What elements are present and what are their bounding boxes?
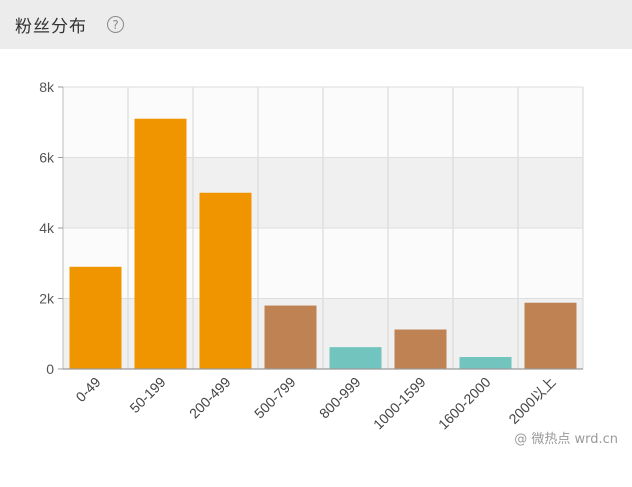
bar-1000-1599 xyxy=(394,329,447,369)
x-tick-label: 2000以上 xyxy=(505,374,558,427)
bar-2000以上 xyxy=(524,302,577,369)
bar-800-999 xyxy=(329,347,382,369)
fan-distribution-chart: 0 2k 4k 6k 8k 0-49 50-199 200-499 500-799 800-999… xyxy=(0,49,632,482)
x-tick-label: 200-499 xyxy=(186,374,234,422)
bar-200-499 xyxy=(199,192,252,369)
bar-0-49 xyxy=(69,266,122,369)
y-tick-label: 6k xyxy=(39,150,55,166)
watermark: @ 微热点 wrd.cn xyxy=(514,432,618,447)
x-tick-label: 800-999 xyxy=(316,374,364,422)
help-icon[interactable]: ? xyxy=(107,16,124,33)
x-tick-label: 50-199 xyxy=(126,374,168,416)
panel-title: 粉丝分布 xyxy=(15,17,87,37)
panel-header: 粉丝分布 ? xyxy=(0,0,632,49)
y-tick-label: 8k xyxy=(39,79,55,95)
x-tick-label: 0-49 xyxy=(72,374,103,405)
bar-500-799 xyxy=(264,305,317,369)
y-tick-label: 0 xyxy=(46,361,54,377)
y-tick-label: 4k xyxy=(39,220,55,236)
x-tick-label: 1000-1599 xyxy=(370,374,429,433)
x-tick-label: 1600-2000 xyxy=(435,374,494,433)
y-tick-label: 2k xyxy=(39,291,55,307)
bar-50-199 xyxy=(134,118,187,369)
x-tick-label: 500-799 xyxy=(251,374,299,422)
bar-1600-2000 xyxy=(459,357,512,369)
bar-chart-svg: 0 2k 4k 6k 8k 0-49 50-199 200-499 500-799 800-999… xyxy=(39,79,584,433)
